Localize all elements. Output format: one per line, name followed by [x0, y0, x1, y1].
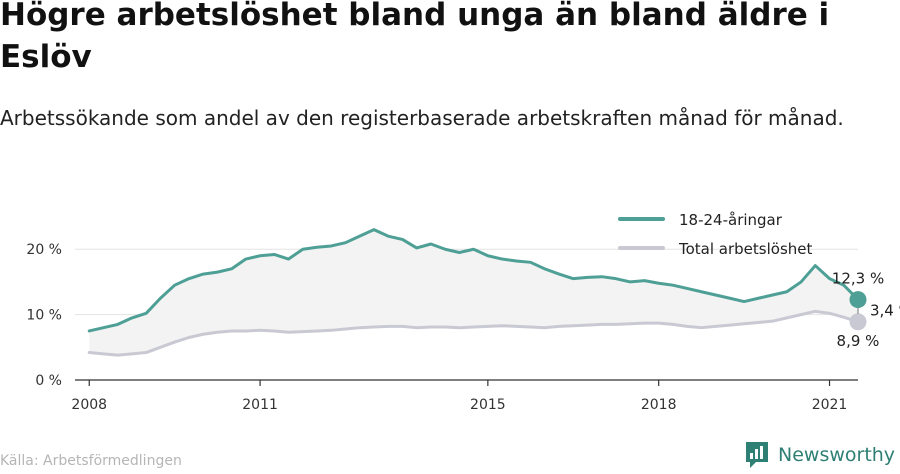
chart-title: Högre arbetslöshet bland unga än bland ä…: [0, 0, 830, 75]
chart-subtitle: Arbetssökande som andel av den registerb…: [0, 106, 844, 130]
end-marker-youth: [849, 291, 867, 309]
legend-label-youth: 18-24-åringar: [679, 211, 783, 229]
end-marker-total: [849, 313, 867, 331]
x-tick-label: 2008: [71, 397, 107, 413]
x-tick-label: 2018: [641, 397, 677, 413]
x-tick-label: 2021: [812, 397, 848, 413]
y-tick-label: 0 %: [35, 373, 62, 389]
x-tick-label: 2011: [242, 397, 278, 413]
brand-name: Newsworthy: [778, 444, 896, 466]
y-tick-label: 20 %: [26, 242, 62, 258]
brand-logo: Newsworthy: [744, 440, 895, 470]
newsworthy-logo-icon: [746, 442, 768, 468]
y-axis: 0 % 10 % 20 %: [26, 242, 62, 389]
x-tick-label: 2015: [470, 397, 506, 413]
source-note: Källa: Arbetsförmedlingen: [0, 453, 182, 469]
series-line-youth: [87, 228, 860, 333]
legend-label-total: Total arbetslöshet: [678, 240, 813, 258]
end-label-total: 8,9 %: [837, 332, 880, 350]
line-chart: 2008 2011 2015 2018 2021 0 % 10 % 20 % 18-24-å…: [26, 211, 900, 413]
series-line-total: [87, 309, 860, 357]
end-annotations: 12,3 % 3,4 % 8,9 %: [832, 270, 900, 350]
y-tick-label: 10 %: [26, 308, 62, 324]
series-lines: [87, 228, 860, 357]
gap-label: 3,4 %: [870, 302, 900, 320]
legend: 18-24-åringar Total arbetslöshet: [618, 211, 813, 258]
x-axis: 2008 2011 2015 2018 2021: [71, 379, 858, 413]
end-label-youth: 12,3 %: [832, 270, 884, 288]
